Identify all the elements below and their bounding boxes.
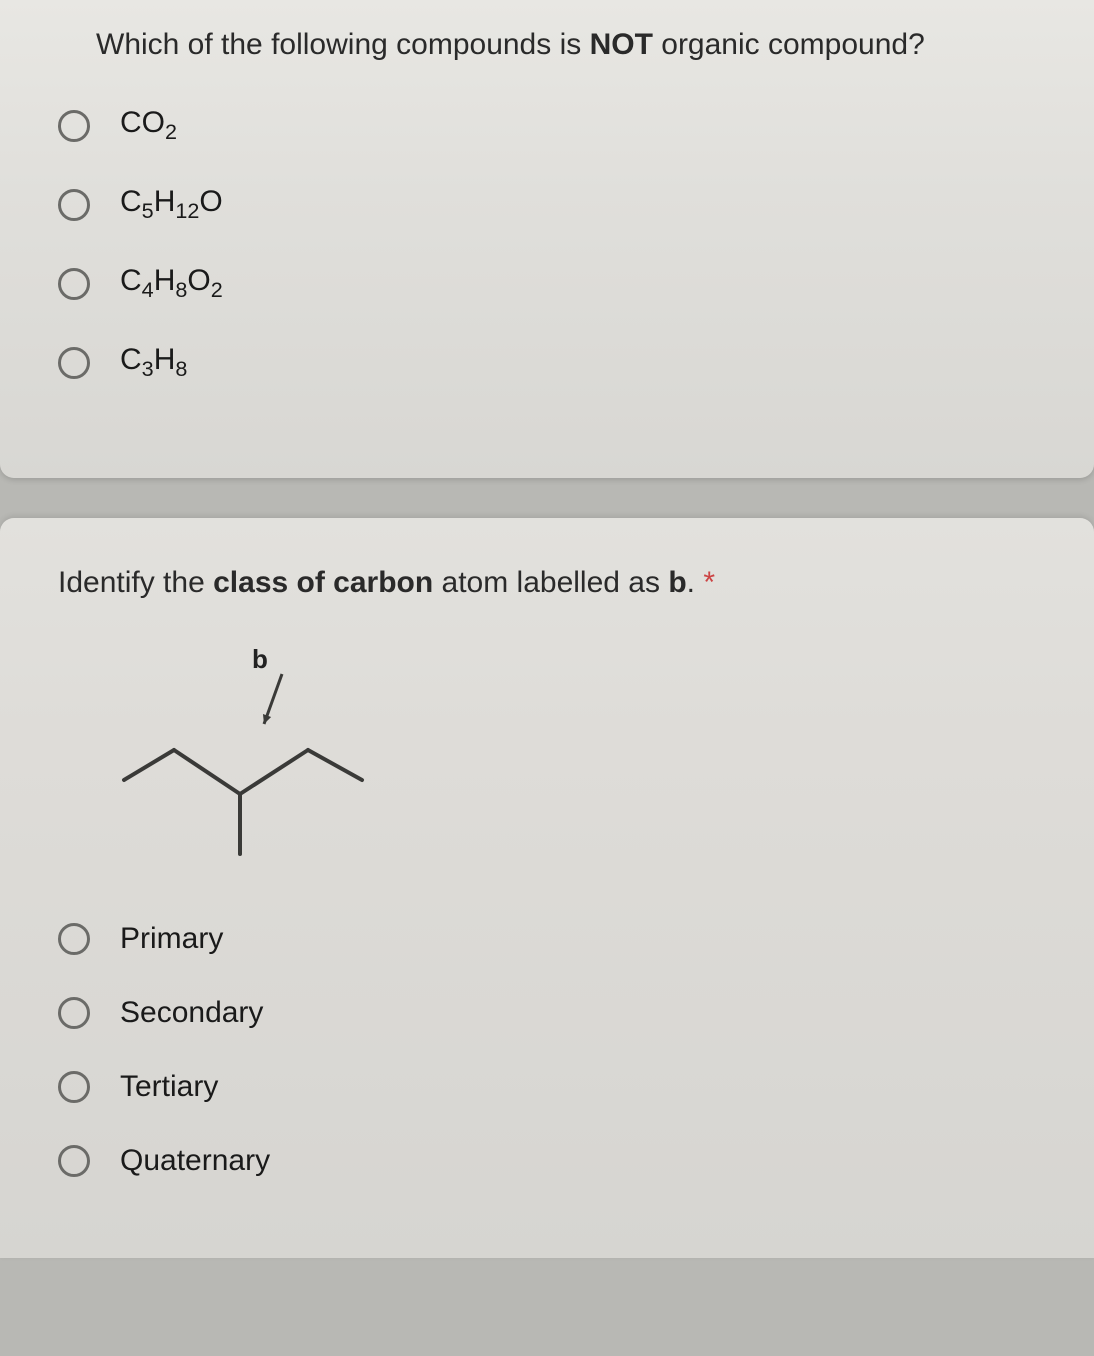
q2-option-0-label: Primary — [120, 922, 223, 956]
q2-option-2-label: Tertiary — [120, 1070, 218, 1104]
q1-prompt-post: organic compound? — [653, 28, 925, 61]
radio-icon[interactable] — [58, 997, 90, 1029]
q2-prompt-mid: atom labelled as — [433, 566, 668, 599]
q1-option-2[interactable]: C4H8O2 — [58, 264, 1054, 303]
q2-prompt-bold: class of carbon — [213, 566, 433, 599]
q1-option-1[interactable]: C5H12O — [58, 185, 1054, 224]
question-card-2: Identify the class of carbon atom labell… — [0, 518, 1094, 1258]
radio-icon[interactable] — [58, 1071, 90, 1103]
q2-prompt-pre: Identify the — [58, 566, 213, 599]
q1-option-0-label: CO2 — [120, 106, 177, 145]
radio-icon[interactable] — [58, 923, 90, 955]
radio-icon[interactable] — [58, 347, 90, 379]
radio-icon[interactable] — [58, 1145, 90, 1177]
q1-prompt-pre: Which of the following compounds is — [96, 28, 590, 61]
q2-option-1-label: Secondary — [120, 996, 263, 1030]
q1-option-0[interactable]: CO2 — [58, 106, 1054, 145]
q1-prompt-bold: NOT — [590, 28, 653, 61]
q2-option-0[interactable]: Primary — [58, 922, 1054, 956]
question-2-prompt: Identify the class of carbon atom labell… — [58, 566, 1054, 600]
q2-option-2[interactable]: Tertiary — [58, 1070, 1054, 1104]
question-1-prompt: Which of the following compounds is NOT … — [96, 28, 1054, 62]
q2-option-3-label: Quaternary — [120, 1144, 270, 1178]
q2-option-1[interactable]: Secondary — [58, 996, 1054, 1030]
molecular-structure: b — [112, 644, 432, 874]
radio-icon[interactable] — [58, 268, 90, 300]
q1-option-2-label: C4H8O2 — [120, 264, 223, 303]
q2-option-3[interactable]: Quaternary — [58, 1144, 1054, 1178]
skeletal-formula — [112, 714, 382, 874]
radio-icon[interactable] — [58, 110, 90, 142]
q2-prompt-post: . — [687, 566, 704, 599]
q1-option-3[interactable]: C3H8 — [58, 343, 1054, 382]
required-star: * — [703, 566, 715, 599]
q1-option-1-label: C5H12O — [120, 185, 223, 224]
radio-icon[interactable] — [58, 189, 90, 221]
q2-prompt-bold2: b — [668, 566, 686, 599]
q1-option-3-label: C3H8 — [120, 343, 187, 382]
question-card-1: Which of the following compounds is NOT … — [0, 0, 1094, 478]
